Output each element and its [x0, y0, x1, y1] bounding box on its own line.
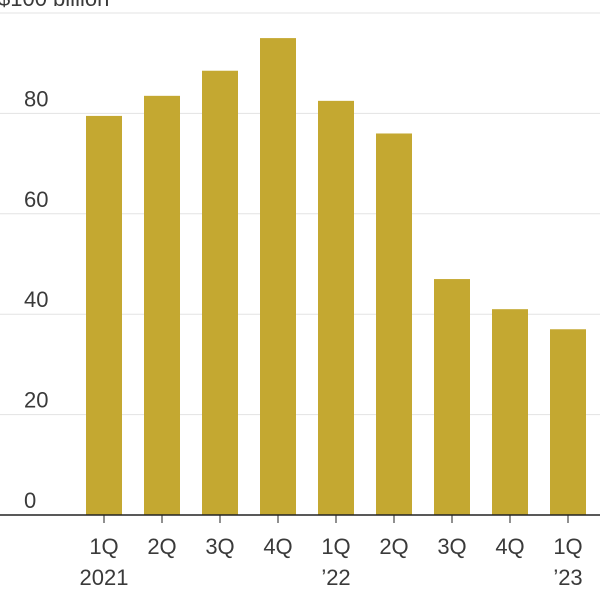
x-tick-label: 1Q	[553, 534, 582, 559]
bar	[86, 115, 122, 515]
y-axis-unit-label: $100 billion	[0, 0, 109, 11]
bar	[434, 279, 470, 515]
bar	[318, 100, 354, 515]
x-tick-label-year: 2021	[80, 565, 129, 590]
bar	[202, 70, 238, 515]
x-axis	[0, 514, 600, 523]
x-tick-label: 4Q	[263, 534, 292, 559]
bar	[376, 133, 412, 516]
x-axis-category-labels: 1Q 2021 2Q 3Q 4Q 1Q ’22 2Q 3Q 4Q 1Q ’23	[80, 534, 583, 590]
x-tick-label-year: ’23	[553, 565, 582, 590]
x-tick-label: 1Q	[321, 534, 350, 559]
y-tick-label: 20	[24, 388, 48, 413]
y-tick-label: 60	[24, 187, 48, 212]
x-tick-label: 4Q	[495, 534, 524, 559]
y-tick-label: 40	[24, 287, 48, 312]
y-axis-tick-labels: 0 20 40 60 80	[24, 86, 48, 513]
x-tick-label: 2Q	[147, 534, 176, 559]
bar	[550, 329, 586, 515]
x-tick-label: 3Q	[437, 534, 466, 559]
x-tick-label: 3Q	[205, 534, 234, 559]
x-tick-label: 1Q	[89, 534, 118, 559]
bar	[144, 95, 180, 515]
y-tick-label: 0	[24, 488, 36, 513]
bars	[86, 38, 586, 516]
y-tick-label: 80	[24, 86, 48, 111]
bar	[260, 38, 296, 515]
x-tick-label: 2Q	[379, 534, 408, 559]
bar	[492, 309, 528, 515]
x-tick-label-year: ’22	[321, 565, 350, 590]
